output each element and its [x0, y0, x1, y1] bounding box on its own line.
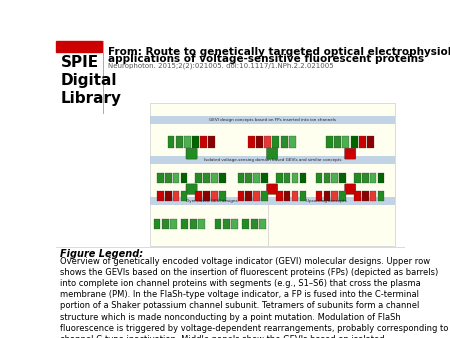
- Bar: [215, 219, 221, 229]
- Bar: [192, 136, 199, 147]
- Bar: [219, 191, 225, 201]
- Bar: [276, 173, 283, 184]
- Bar: [367, 136, 374, 147]
- Bar: [276, 191, 283, 201]
- Bar: [316, 173, 322, 184]
- Bar: [150, 103, 395, 246]
- Bar: [378, 173, 384, 184]
- Bar: [316, 191, 322, 201]
- FancyBboxPatch shape: [186, 184, 197, 194]
- Text: GEVI design concepts based on FPs inserted into ion channels: GEVI design concepts based on FPs insert…: [209, 118, 336, 122]
- Bar: [256, 136, 263, 147]
- Bar: [284, 173, 291, 184]
- Bar: [211, 173, 218, 184]
- Bar: [272, 136, 279, 147]
- Bar: [248, 136, 255, 147]
- Bar: [157, 173, 164, 184]
- Bar: [331, 173, 338, 184]
- Bar: [326, 136, 333, 147]
- Bar: [56, 41, 102, 52]
- Text: Dyer-based GEVI designs: Dyer-based GEVI designs: [186, 199, 237, 203]
- Bar: [281, 136, 288, 147]
- Bar: [181, 219, 189, 229]
- Bar: [292, 191, 298, 201]
- Bar: [243, 219, 249, 229]
- Text: applications of voltage-sensitive fluorescent proteins: applications of voltage-sensitive fluore…: [108, 54, 424, 64]
- Bar: [170, 219, 177, 229]
- Bar: [362, 173, 369, 184]
- Bar: [211, 191, 218, 201]
- Bar: [253, 173, 260, 184]
- Bar: [203, 191, 210, 201]
- Bar: [354, 191, 361, 201]
- Bar: [300, 191, 306, 201]
- Bar: [153, 219, 161, 229]
- Bar: [150, 197, 395, 206]
- Bar: [200, 136, 207, 147]
- Text: SPIE
Digital
Library: SPIE Digital Library: [60, 55, 122, 106]
- Bar: [292, 173, 298, 184]
- Bar: [370, 173, 377, 184]
- Bar: [284, 191, 291, 201]
- Bar: [362, 191, 369, 201]
- Bar: [251, 219, 257, 229]
- Bar: [261, 191, 268, 201]
- Text: From: Route to genetically targeted optical electrophysiology: development and: From: Route to genetically targeted opti…: [108, 47, 450, 56]
- Bar: [324, 173, 330, 184]
- Bar: [167, 136, 175, 147]
- Bar: [223, 219, 230, 229]
- Bar: [157, 191, 164, 201]
- Bar: [359, 136, 366, 147]
- Bar: [150, 156, 395, 164]
- Bar: [300, 173, 306, 184]
- Bar: [245, 173, 252, 184]
- Bar: [162, 219, 169, 229]
- FancyBboxPatch shape: [186, 148, 197, 159]
- Bar: [165, 191, 171, 201]
- Bar: [180, 191, 187, 201]
- Bar: [289, 136, 296, 147]
- Bar: [331, 191, 338, 201]
- Bar: [184, 136, 191, 147]
- Bar: [189, 219, 197, 229]
- Bar: [261, 173, 268, 184]
- Bar: [176, 136, 183, 147]
- Bar: [165, 173, 171, 184]
- Bar: [351, 136, 357, 147]
- Text: Neurophoton. 2015;2(2):021005. doi:10.1117/1.NPh.2.2.021005: Neurophoton. 2015;2(2):021005. doi:10.11…: [108, 63, 333, 69]
- FancyBboxPatch shape: [345, 148, 356, 159]
- FancyBboxPatch shape: [345, 184, 356, 194]
- Bar: [259, 219, 266, 229]
- Text: Upcoming concepts: Upcoming concepts: [306, 199, 346, 203]
- Bar: [208, 136, 215, 147]
- Bar: [334, 136, 341, 147]
- Text: Overview of genetically encoded voltage indicator (GEVI) molecular designs. Uppe: Overview of genetically encoded voltage …: [60, 257, 448, 338]
- Bar: [195, 191, 202, 201]
- Text: Figure Legend:: Figure Legend:: [60, 249, 143, 259]
- Bar: [245, 191, 252, 201]
- Bar: [264, 136, 271, 147]
- Bar: [339, 173, 346, 184]
- Bar: [324, 191, 330, 201]
- Bar: [253, 191, 260, 201]
- Bar: [231, 219, 238, 229]
- Bar: [198, 219, 205, 229]
- Bar: [378, 191, 384, 201]
- Bar: [203, 173, 210, 184]
- FancyBboxPatch shape: [266, 184, 278, 194]
- Bar: [339, 191, 346, 201]
- Bar: [238, 191, 244, 201]
- Bar: [195, 173, 202, 184]
- Bar: [219, 173, 225, 184]
- Text: Isolated voltage-sensing domain based GEVIs and similar concepts: Isolated voltage-sensing domain based GE…: [204, 158, 341, 162]
- Bar: [354, 173, 361, 184]
- Bar: [342, 136, 349, 147]
- Bar: [173, 191, 180, 201]
- Bar: [238, 173, 244, 184]
- FancyBboxPatch shape: [266, 148, 278, 159]
- Bar: [150, 116, 395, 124]
- Bar: [180, 173, 187, 184]
- Bar: [370, 191, 377, 201]
- Bar: [173, 173, 180, 184]
